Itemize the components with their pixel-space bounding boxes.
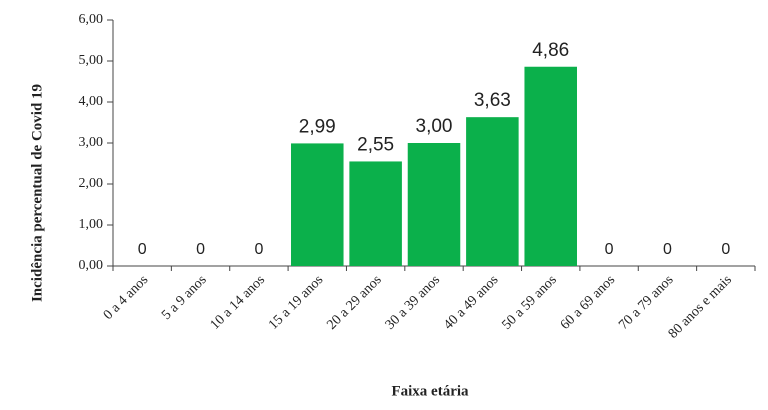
- value-label: 0: [605, 241, 614, 258]
- y-tick-label: 4,00: [79, 94, 104, 109]
- y-tick-label: 1,00: [79, 217, 104, 232]
- value-label: 0: [196, 241, 205, 258]
- value-label: 0: [663, 241, 672, 258]
- value-label: 0: [721, 241, 730, 258]
- bar: [524, 66, 577, 267]
- y-tick-label: 6,00: [79, 12, 104, 27]
- value-label: 0: [138, 241, 147, 258]
- x-tick-label: 0 a 4 anos: [101, 272, 151, 322]
- value-label: 4,86: [532, 40, 569, 61]
- value-label: 2,55: [357, 134, 394, 155]
- bar: [291, 143, 344, 266]
- y-tick-label: 5,00: [79, 53, 104, 68]
- value-label: 3,00: [416, 116, 453, 137]
- value-label: 3,63: [474, 90, 511, 111]
- x-tick-label: 60 a 69 anos: [558, 272, 618, 332]
- bar: [349, 161, 402, 266]
- y-tick-label: 2,00: [79, 176, 104, 191]
- x-axis-title: Faixa etária: [391, 383, 469, 399]
- value-label: 0: [254, 241, 263, 258]
- x-tick-label: 20 a 29 anos: [324, 272, 384, 332]
- y-tick-label: 0,00: [79, 258, 104, 273]
- x-tick-label: 5 a 9 anos: [159, 272, 209, 322]
- bar: [407, 143, 461, 266]
- bar: [466, 117, 519, 266]
- y-axis-title: Incidência percentual de Covid 19: [29, 84, 45, 302]
- x-tick-label: 50 a 59 anos: [499, 272, 559, 332]
- value-label: 2,99: [299, 116, 336, 137]
- x-tick-label: 70 a 79 anos: [616, 272, 676, 332]
- y-tick-label: 3,00: [79, 135, 104, 150]
- x-tick-label: 15 a 19 anos: [266, 272, 326, 332]
- x-tick-label: 30 a 39 anos: [383, 272, 443, 332]
- x-tick-label: 40 a 49 anos: [441, 272, 501, 332]
- x-tick-label: 10 a 14 anos: [208, 272, 268, 332]
